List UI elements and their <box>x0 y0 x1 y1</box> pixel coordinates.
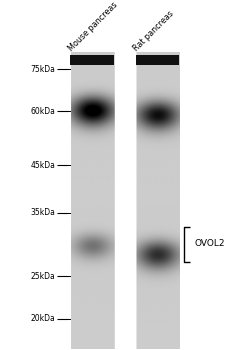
Text: 60kDa: 60kDa <box>30 107 55 116</box>
Bar <box>122 52 127 349</box>
Text: Rat pancreas: Rat pancreas <box>131 10 174 54</box>
Bar <box>70 55 113 65</box>
Text: 20kDa: 20kDa <box>30 314 55 323</box>
Bar <box>135 55 178 65</box>
Text: Mouse pancreas: Mouse pancreas <box>66 1 118 54</box>
Text: 25kDa: 25kDa <box>30 272 55 281</box>
Text: 45kDa: 45kDa <box>30 161 55 170</box>
Text: 35kDa: 35kDa <box>30 209 55 217</box>
Text: 75kDa: 75kDa <box>30 64 55 74</box>
Text: OVOL2: OVOL2 <box>194 239 224 248</box>
